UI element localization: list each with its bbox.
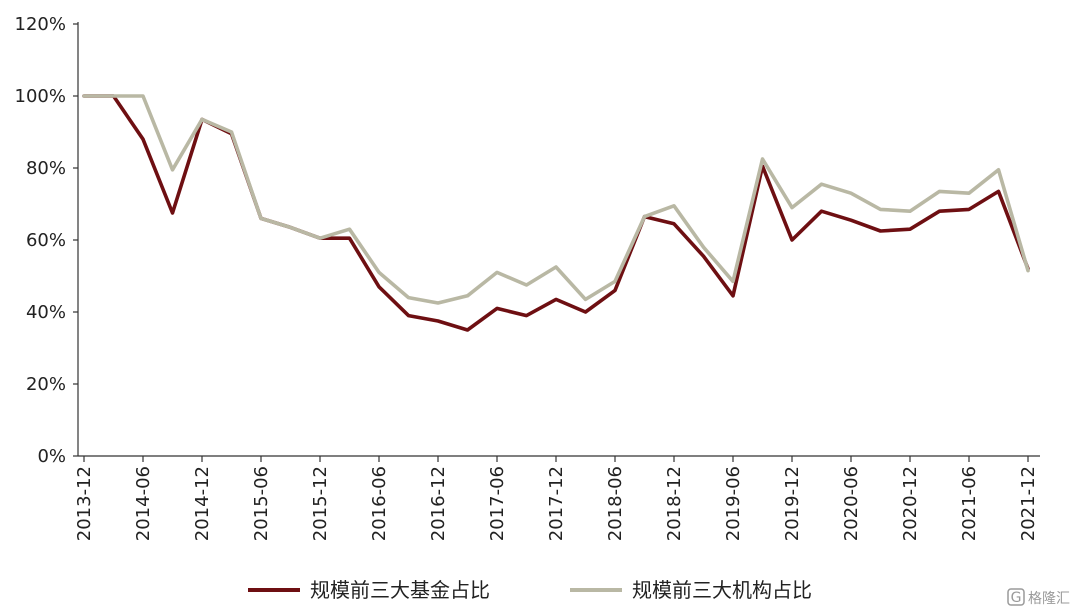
series-line-2 <box>82 94 1030 305</box>
y-axis-ticks: 0% 20% 40% 60% 80% 100% 120% <box>15 14 78 467</box>
y-tick-label: 0% <box>37 446 66 467</box>
x-tick-label: 2016-12 <box>428 466 449 541</box>
x-tick-label: 2020-06 <box>841 466 862 541</box>
x-tick-label: 2013-12 <box>74 466 95 541</box>
watermark: G 格隆汇 <box>1007 588 1070 607</box>
y-tick-label: 100% <box>15 86 66 107</box>
x-tick-label: 2014-06 <box>133 466 154 541</box>
legend-label-1: 规模前三大基金占比 <box>310 578 490 602</box>
y-tick-label: 120% <box>15 14 66 35</box>
x-tick-label: 2020-12 <box>900 466 921 541</box>
g-letter: G <box>1011 590 1022 606</box>
x-tick-label: 2019-06 <box>723 466 744 541</box>
x-tick-label: 2019-12 <box>782 466 803 541</box>
y-tick-label: 60% <box>26 230 66 251</box>
x-tick-label: 2021-12 <box>1018 466 1039 541</box>
x-tick-label: 2018-12 <box>664 466 685 541</box>
x-tick-label: 2018-06 <box>605 466 626 541</box>
x-tick-label: 2014-12 <box>192 466 213 541</box>
y-tick-label: 80% <box>26 158 66 179</box>
x-tick-label: 2017-06 <box>487 466 508 541</box>
g-logo-icon <box>1007 588 1025 606</box>
x-axis-ticks: 2013-12 2014-06 2014-12 2015-06 2015-12 2016-… <box>74 456 1039 541</box>
watermark-text: 格隆汇 <box>1028 591 1070 607</box>
y-tick-label: 20% <box>26 374 66 395</box>
legend: 规模前三大基金占比 规模前三大机构占比 <box>248 578 812 602</box>
legend-label-2: 规模前三大机构占比 <box>632 578 812 602</box>
axes <box>77 22 1040 457</box>
x-tick-label: 2021-06 <box>959 466 980 541</box>
y-tick-label: 40% <box>26 302 66 323</box>
series-lines <box>82 94 1030 332</box>
x-tick-label: 2015-06 <box>251 466 272 541</box>
x-tick-label: 2015-12 <box>310 466 331 541</box>
x-tick-label: 2016-06 <box>369 466 390 541</box>
x-tick-label: 2017-12 <box>546 466 567 541</box>
